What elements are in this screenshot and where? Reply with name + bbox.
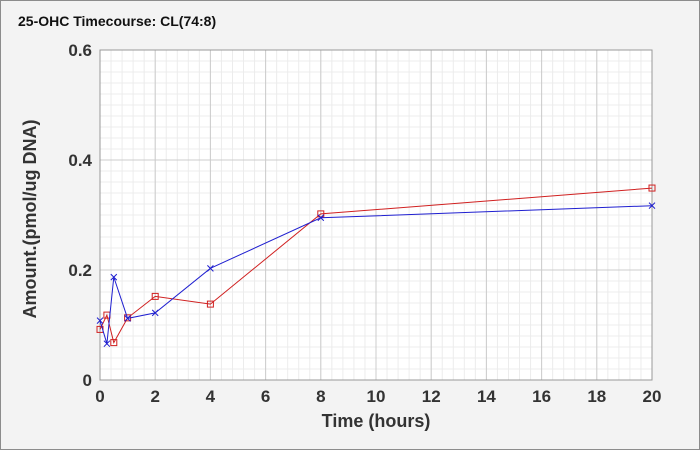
x-tick-label: 18 (587, 387, 606, 406)
chart-title: 25-OHC Timecourse: CL(74:8) (18, 13, 216, 29)
x-tick-label: 0 (95, 387, 104, 406)
data-point-x (317, 214, 325, 222)
data-point-square (648, 184, 656, 192)
plot-border (99, 49, 653, 381)
data-point-x (110, 273, 118, 281)
x-tick-label: 4 (206, 387, 216, 406)
x-tick-label: 14 (477, 387, 496, 406)
data-point-x (151, 309, 159, 317)
data-point-square (110, 339, 118, 347)
y-tick-label: 0.2 (68, 261, 92, 280)
y-tick-labels: 0 0.2 0.4 0.6 (68, 41, 92, 390)
data-point-x (103, 340, 111, 348)
data-point-square (317, 210, 325, 218)
data-point-square (206, 300, 214, 308)
series-line (99, 187, 653, 344)
x-axis-label: Time (hours) (322, 411, 431, 431)
y-tick-label: 0 (83, 371, 92, 390)
x-tick-label: 12 (422, 387, 441, 406)
series-line (99, 205, 653, 344)
data-point-x (124, 315, 131, 322)
data-point-x (96, 317, 104, 324)
x-tick-label: 8 (316, 387, 325, 406)
y-axis-label: Amount.(pmol/ug DNA) (20, 120, 40, 319)
series-2 (96, 202, 656, 348)
y-tick-label: 0.6 (68, 41, 92, 60)
x-tick-labels: 0 2 4 6 8 10 12 14 16 18 20 (95, 387, 661, 406)
data-point-square (151, 292, 159, 300)
x-tick-label: 16 (532, 387, 551, 406)
data-point-x (648, 202, 656, 210)
x-tick-label: 10 (367, 387, 386, 406)
y-tick-label: 0.4 (68, 151, 92, 170)
x-tick-label: 6 (261, 387, 270, 406)
x-tick-label: 2 (150, 387, 159, 406)
series-layer (96, 184, 656, 348)
data-point-x (207, 264, 214, 272)
x-tick-label: 20 (643, 387, 662, 406)
